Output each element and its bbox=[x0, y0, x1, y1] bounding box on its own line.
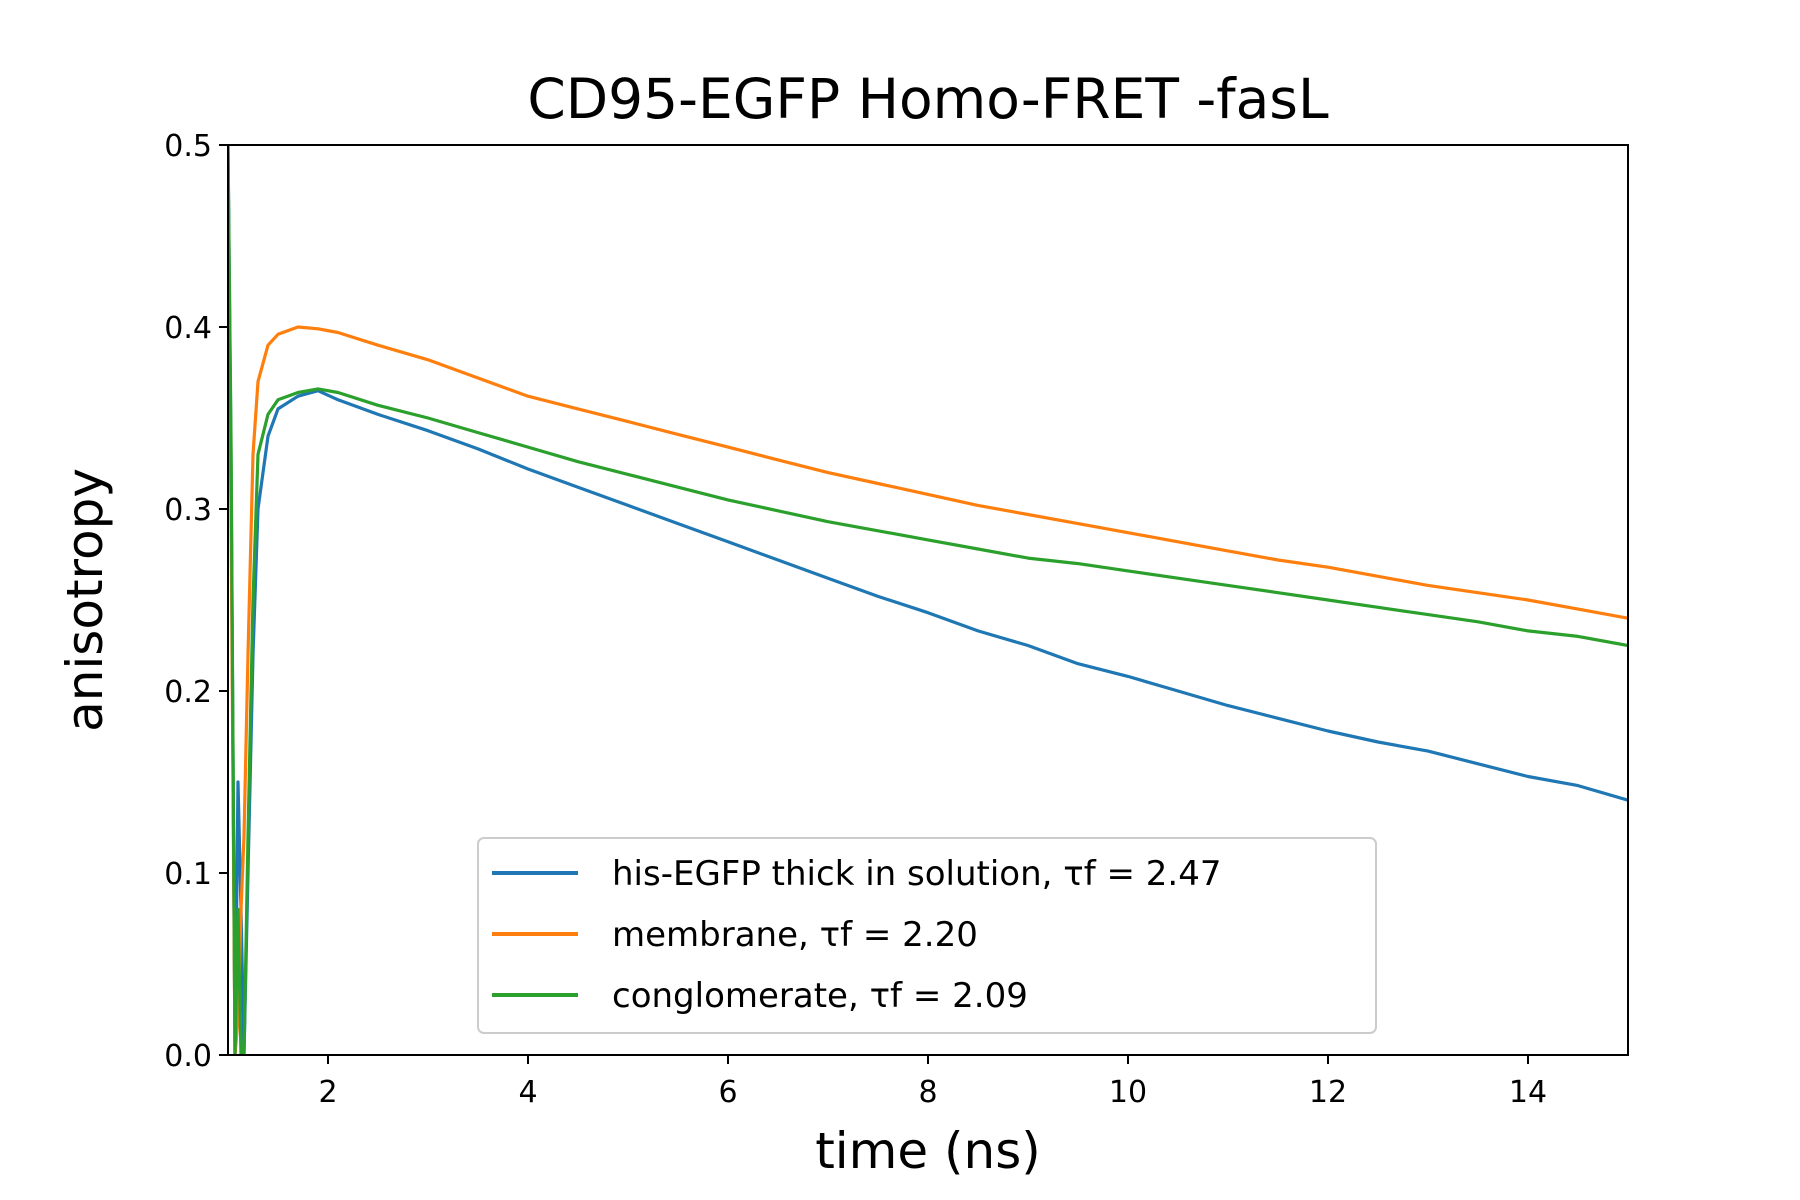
x-axis-label: time (ns) bbox=[815, 1122, 1041, 1180]
y-tick-label: 0.2 bbox=[164, 675, 212, 710]
x-tick-label: 4 bbox=[518, 1075, 537, 1110]
chart-title: CD95-EGFP Homo-FRET -fasL bbox=[527, 67, 1329, 131]
series-layer bbox=[228, 145, 1628, 1055]
plot-area bbox=[227, 144, 1629, 1056]
y-tick-label: 0.0 bbox=[164, 1039, 212, 1074]
y-tick-label: 0.3 bbox=[164, 493, 212, 528]
x-tick-label: 14 bbox=[1509, 1075, 1547, 1110]
y-tick-label: 0.4 bbox=[164, 311, 212, 346]
legend-box bbox=[477, 837, 1377, 1034]
legend-label-1: his-EGFP thick in solution, τf = 2.47 bbox=[612, 854, 1222, 894]
x-tick-label: 10 bbox=[1109, 1075, 1147, 1110]
x-axis: 2 4 6 8 10 12 14 bbox=[318, 1055, 1547, 1110]
y-axis-label: anisotropy bbox=[56, 468, 114, 732]
y-axis: 0.0 0.1 0.2 0.3 0.4 0.5 bbox=[164, 129, 228, 1074]
x-tick-label: 2 bbox=[318, 1075, 337, 1110]
legend-label-3: conglomerate, τf = 2.09 bbox=[612, 976, 1028, 1016]
series-line-2 bbox=[228, 245, 1628, 1055]
legend-label-2: membrane, τf = 2.20 bbox=[612, 915, 978, 955]
series-line-3 bbox=[228, 145, 1628, 1055]
y-tick-label: 0.5 bbox=[164, 129, 212, 164]
y-tick-label: 0.1 bbox=[164, 857, 212, 892]
legend: his-EGFP thick in solution, τf = 2.47 mem… bbox=[477, 837, 1377, 1034]
x-tick-label: 8 bbox=[918, 1075, 937, 1110]
x-tick-label: 6 bbox=[718, 1075, 737, 1110]
x-tick-label: 12 bbox=[1309, 1075, 1347, 1110]
